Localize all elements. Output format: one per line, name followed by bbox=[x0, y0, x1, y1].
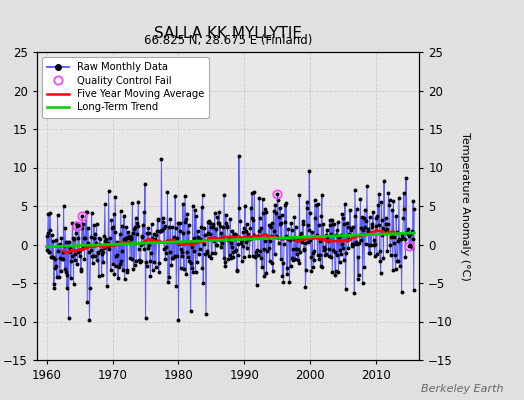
Text: 66.825 N, 28.675 E (Finland): 66.825 N, 28.675 E (Finland) bbox=[144, 34, 312, 47]
Legend: Raw Monthly Data, Quality Control Fail, Five Year Moving Average, Long-Term Tren: Raw Monthly Data, Quality Control Fail, … bbox=[42, 57, 209, 118]
Text: Berkeley Earth: Berkeley Earth bbox=[421, 384, 503, 394]
Text: SALLA KK MYLLYTIE: SALLA KK MYLLYTIE bbox=[154, 26, 302, 41]
Y-axis label: Temperature Anomaly (°C): Temperature Anomaly (°C) bbox=[460, 132, 470, 280]
